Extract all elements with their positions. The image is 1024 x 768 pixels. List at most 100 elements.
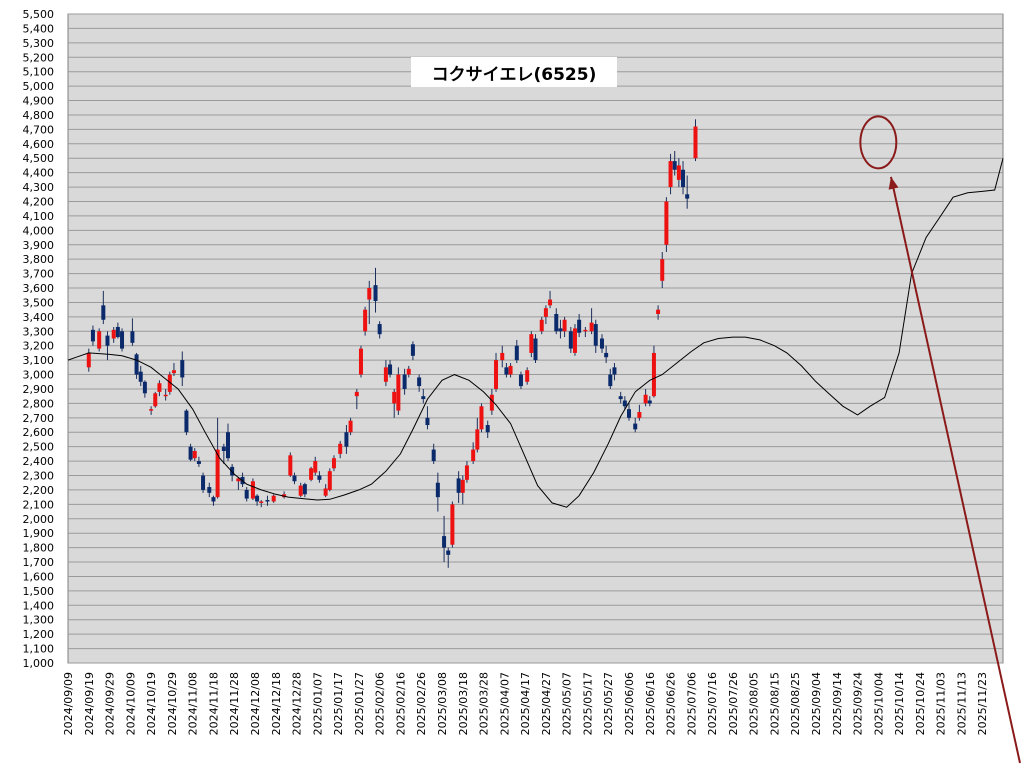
candle-down [134,354,139,375]
candle-down [485,425,490,433]
candle-down [593,324,598,346]
x-tick-label: 2025/02/16 [394,672,407,735]
y-tick-label: 5,200 [23,51,55,64]
y-tick-label: 2,200 [23,484,55,497]
candle-up [309,468,314,480]
candle-up [392,391,397,404]
candle-down [221,446,226,451]
candle-down [138,371,143,382]
x-tick-label: 2025/02/06 [374,672,387,735]
y-tick-label: 2,900 [23,383,55,396]
candle-up [471,449,476,462]
candle-down [105,335,110,346]
x-tick-label: 2025/03/08 [436,672,449,735]
candle-down [435,482,440,498]
y-tick-label: 4,800 [23,109,55,122]
candle-down [672,161,677,170]
x-tick-label: 2025/05/27 [602,672,615,735]
y-tick-label: 4,300 [23,181,55,194]
candle-down [317,475,322,480]
candle-down [142,381,147,394]
candle-up [358,348,363,375]
candle-up [157,383,162,392]
candle-up [589,322,594,332]
x-tick-label: 2024/10/29 [166,672,179,735]
candle-down [554,313,559,332]
y-tick-label: 3,000 [23,369,55,382]
candle-up [149,409,154,411]
x-tick-label: 2025/10/14 [893,672,906,735]
moving-average-line [67,158,1004,508]
candle-up [153,393,158,407]
candle-down [577,319,582,333]
candle-up [171,370,176,374]
candle-down [647,400,652,404]
x-tick-label: 2025/06/16 [644,672,657,735]
candle-down [627,409,631,418]
y-tick-label: 3,900 [23,239,55,252]
candle-up [494,360,499,389]
candle-up [383,367,388,382]
x-tick-label: 2025/10/24 [914,672,927,735]
x-tick-label: 2025/04/17 [519,672,532,735]
y-tick-label: 5,100 [23,66,55,79]
x-tick-label: 2025/06/26 [665,672,678,735]
candle-down [608,374,613,387]
candle-up [668,161,673,188]
candle-down [421,396,426,400]
y-tick-label: 3,100 [23,354,55,367]
x-tick-label: 2025/02/26 [415,672,428,735]
x-tick-label: 2024/10/09 [124,672,137,735]
candle-down [130,331,135,343]
y-tick-label: 1,800 [23,542,55,555]
x-tick-label: 2025/05/17 [581,672,594,735]
x-tick-label: 2025/10/04 [872,672,885,735]
candle-down [518,374,523,387]
candle-down [373,285,378,302]
candle-up [331,458,336,469]
candle-down [633,423,638,430]
candle-down [442,536,447,548]
annotation-arrow [889,176,1021,764]
candle-down [201,475,206,490]
y-tick-label: 1,200 [23,628,55,641]
x-tick-label: 2025/08/25 [789,672,802,735]
candle-up [298,485,303,496]
candle-down [344,432,349,447]
y-tick-label: 5,500 [23,8,55,21]
x-tick-label: 2025/09/24 [852,672,865,735]
x-tick-label: 2025/08/05 [748,672,761,735]
x-tick-label: 2025/04/07 [498,672,511,735]
y-tick-label: 1,400 [23,599,55,612]
candle-down [504,367,509,375]
candle-up [500,352,505,361]
x-tick-label: 2025/04/27 [540,672,553,735]
candle-up [167,374,172,392]
x-tick-label: 2025/08/15 [768,672,781,735]
candle-down [255,495,260,502]
y-tick-label: 4,100 [23,210,55,223]
y-tick-label: 4,400 [23,167,55,180]
x-tick-label: 2024/12/08 [249,672,262,735]
y-tick-label: 4,600 [23,138,55,151]
y-tick-label: 5,400 [23,22,55,35]
candle-down [612,367,617,375]
candle-down [184,410,189,433]
y-tick-label: 2,100 [23,498,55,511]
y-tick-label: 3,500 [23,296,55,309]
y-tick-label: 3,600 [23,282,55,295]
y-tick-label: 4,700 [23,123,55,136]
candle-up [529,334,534,353]
x-tick-label: 2025/07/06 [685,672,698,735]
candle-up [396,374,401,411]
candle-up [111,329,116,339]
candle-down [115,326,120,338]
x-tick-label: 2024/12/18 [270,672,283,735]
candle-down [120,331,125,349]
y-tick-label: 4,900 [23,95,55,108]
candle-down [514,345,519,361]
candle-down [618,396,623,400]
candle-down [417,377,422,387]
candle-up [525,370,530,382]
candle-up [327,471,332,490]
